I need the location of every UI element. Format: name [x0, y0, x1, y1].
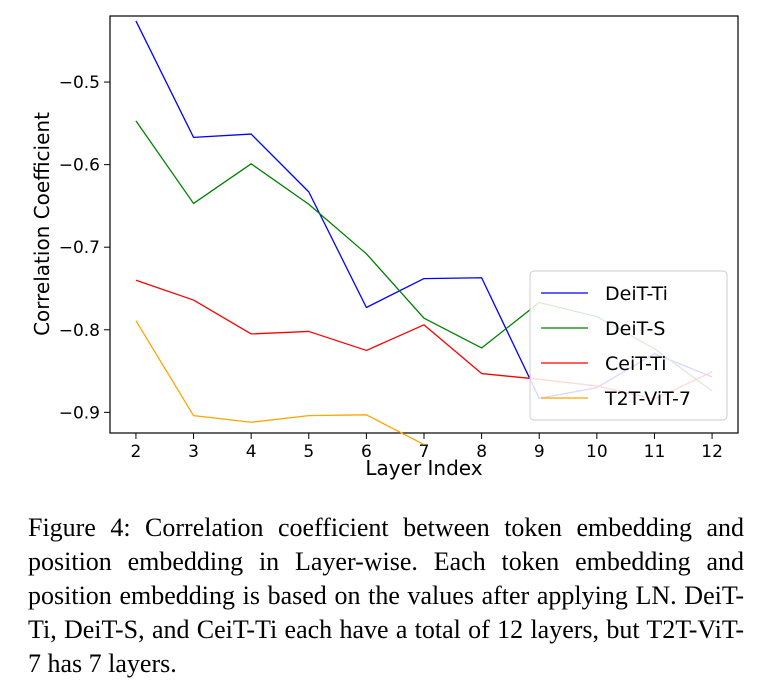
x-tick-label: 5 — [303, 442, 314, 462]
legend-box — [529, 270, 728, 421]
x-tick-label: 11 — [644, 442, 666, 462]
x-tick-label: 12 — [701, 442, 723, 462]
x-tick-label: 4 — [246, 442, 257, 462]
x-tick-label: 6 — [361, 442, 372, 462]
y-tick-label: −0.8 — [59, 321, 100, 341]
legend: DeiT-Ti DeiT-S CeiT-Ti T2T-ViT-7 — [529, 270, 728, 421]
x-axis: 2 3 4 5 6 7 8 9 10 11 12 — [131, 433, 723, 462]
legend-label-deit-ti: DeiT-Ti — [605, 283, 668, 305]
line-chart: 2 3 4 5 6 7 8 9 10 11 12 −0.5 −0.6 −0.7 −0.8 −0.9 Laye… — [30, 15, 739, 480]
y-tick-label: −0.6 — [59, 156, 100, 176]
x-tick-label: 8 — [476, 442, 487, 462]
x-tick-label: 2 — [131, 442, 142, 462]
y-tick-label: −0.9 — [59, 403, 100, 423]
y-tick-label: −0.7 — [59, 238, 100, 258]
y-tick-label: −0.5 — [59, 73, 100, 93]
legend-label-deit-s: DeiT-S — [605, 318, 665, 340]
legend-label-t2t-vit-7: T2T-ViT-7 — [604, 388, 691, 410]
y-axis-label: Correlation Coefficient — [30, 112, 54, 336]
figure-caption: Figure 4: Correlation coefficient betwee… — [28, 513, 744, 678]
y-axis: −0.5 −0.6 −0.7 −0.8 −0.9 — [59, 73, 110, 423]
x-tick-label: 3 — [188, 442, 199, 462]
x-tick-label: 10 — [586, 442, 608, 462]
legend-label-ceit-ti: CeiT-Ti — [605, 353, 667, 375]
x-tick-label: 9 — [534, 442, 545, 462]
x-axis-label: Layer Index — [365, 456, 482, 480]
x-tick-label: 7 — [419, 442, 430, 462]
series-line-t2t-vit-7 — [135, 320, 425, 446]
